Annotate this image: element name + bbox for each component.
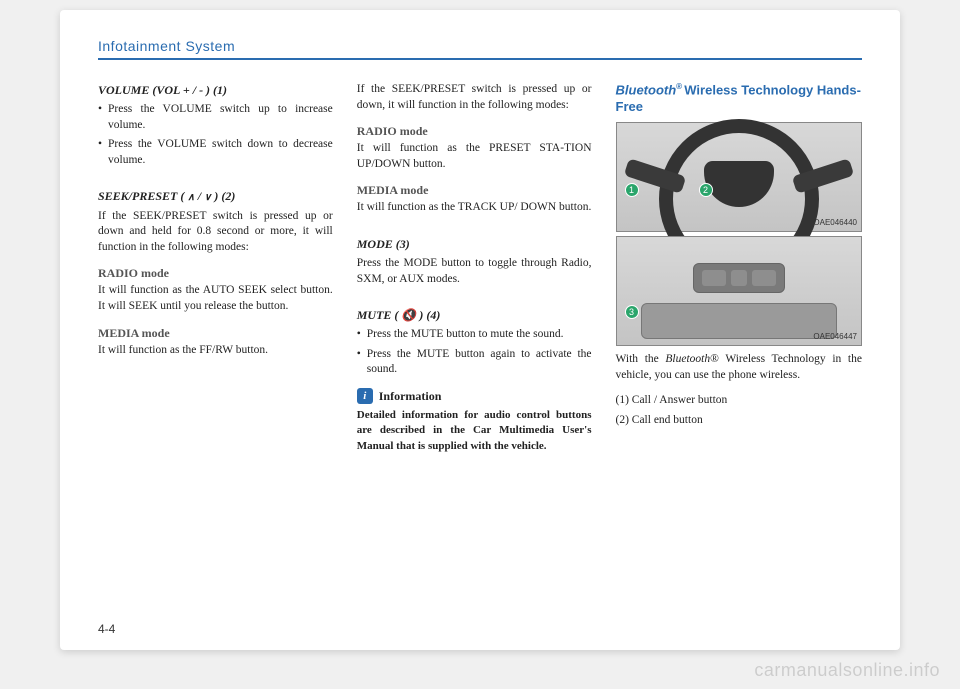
- seek-pre: SEEK/PRESET (: [98, 189, 187, 203]
- mute-bullets: Press the MUTE button to mute the sound.…: [357, 327, 592, 378]
- watermark: carmanualsonline.info: [754, 660, 940, 681]
- header-rule: [98, 58, 862, 60]
- page-number: 4-4: [98, 622, 115, 636]
- figure-2-label: OAE046447: [813, 332, 857, 343]
- figure-1-label: OAE046440: [813, 218, 857, 229]
- callout-2: 2: [699, 183, 713, 197]
- info-body: Detailed information for audio control b…: [357, 408, 592, 454]
- info-icon: i: [357, 388, 373, 404]
- bt-p-b: Bluetooth: [665, 353, 710, 365]
- bullet-vol-down: Press the VOLUME switch down to decrease…: [98, 137, 333, 168]
- callout-3: 3: [625, 305, 639, 319]
- seek-para-2: If the SEEK/PRESET switch is pressed up …: [357, 82, 592, 113]
- bullet-mute-off: Press the MUTE button again to activate …: [357, 347, 592, 378]
- bt-item-1: (1) Call / Answer button: [616, 393, 862, 409]
- heading-radio-mode-2: RADIO mode: [357, 123, 592, 139]
- info-row: i Information: [357, 388, 592, 404]
- radio-para-1: It will function as the AUTO SEEK select…: [98, 283, 333, 314]
- heading-mode: MODE (3): [357, 236, 592, 252]
- mute-icon: 🔇: [401, 308, 416, 322]
- figure-overhead-console: 3 OAE046447: [616, 236, 862, 346]
- section-header: Infotainment System: [98, 38, 862, 58]
- sunglass-holder: [641, 303, 837, 339]
- heading-seek-preset: SEEK/PRESET ( ∧ / ∨ ) (2): [98, 188, 333, 205]
- heading-radio-mode-1: RADIO mode: [98, 265, 333, 281]
- volume-bullets: Press the VOLUME switch up to increase v…: [98, 102, 333, 168]
- bt-para: With the Bluetooth® Wireless Technology …: [616, 352, 862, 383]
- media-para-2: It will function as the TRACK UP/ DOWN b…: [357, 200, 592, 216]
- heading-media-mode-2: MEDIA mode: [357, 182, 592, 198]
- media-para-1: It will function as the FF/RW button.: [98, 343, 333, 359]
- mute-pre: MUTE (: [357, 308, 402, 322]
- heading-volume: VOLUME (VOL + / - ) (1): [98, 82, 333, 98]
- callout-1: 1: [625, 183, 639, 197]
- bullet-mute-on: Press the MUTE button to mute the sound.: [357, 327, 592, 343]
- bullet-vol-up: Press the VOLUME switch up to increase v…: [98, 102, 333, 133]
- column-2: If the SEEK/PRESET switch is pressed up …: [357, 82, 592, 454]
- heading-mute: MUTE ( 🔇 ) (4): [357, 307, 592, 323]
- info-title: Information: [379, 388, 442, 404]
- seek-mid: /: [195, 189, 204, 203]
- column-3: Bluetooth® Wireless Technology Hands-Fre…: [616, 82, 862, 454]
- mode-para: Press the MODE button to toggle through …: [357, 256, 592, 287]
- bt-word: Bluetooth: [616, 82, 677, 97]
- heading-media-mode-1: MEDIA mode: [98, 325, 333, 341]
- overhead-console: [693, 263, 785, 293]
- seek-para: If the SEEK/PRESET switch is pressed up …: [98, 209, 333, 256]
- figure-steering-wheel: 1 2 OAE046440: [616, 122, 862, 232]
- bt-item-2: (2) Call end button: [616, 413, 862, 429]
- page: Infotainment System VOLUME (VOL + / - ) …: [60, 10, 900, 650]
- mute-post: ) (4): [416, 308, 440, 322]
- seek-post: ) (2): [211, 189, 235, 203]
- radio-para-2: It will function as the PRESET STA-TION …: [357, 141, 592, 172]
- bt-p-a: With the: [616, 353, 666, 365]
- column-1: VOLUME (VOL + / - ) (1) Press the VOLUME…: [98, 82, 333, 454]
- chevron-up-icon: ∧: [187, 192, 194, 203]
- heading-bluetooth: Bluetooth® Wireless Technology Hands-Fre…: [616, 82, 862, 116]
- ohc-mid-button: [731, 270, 747, 286]
- content-columns: VOLUME (VOL + / - ) (1) Press the VOLUME…: [98, 82, 862, 454]
